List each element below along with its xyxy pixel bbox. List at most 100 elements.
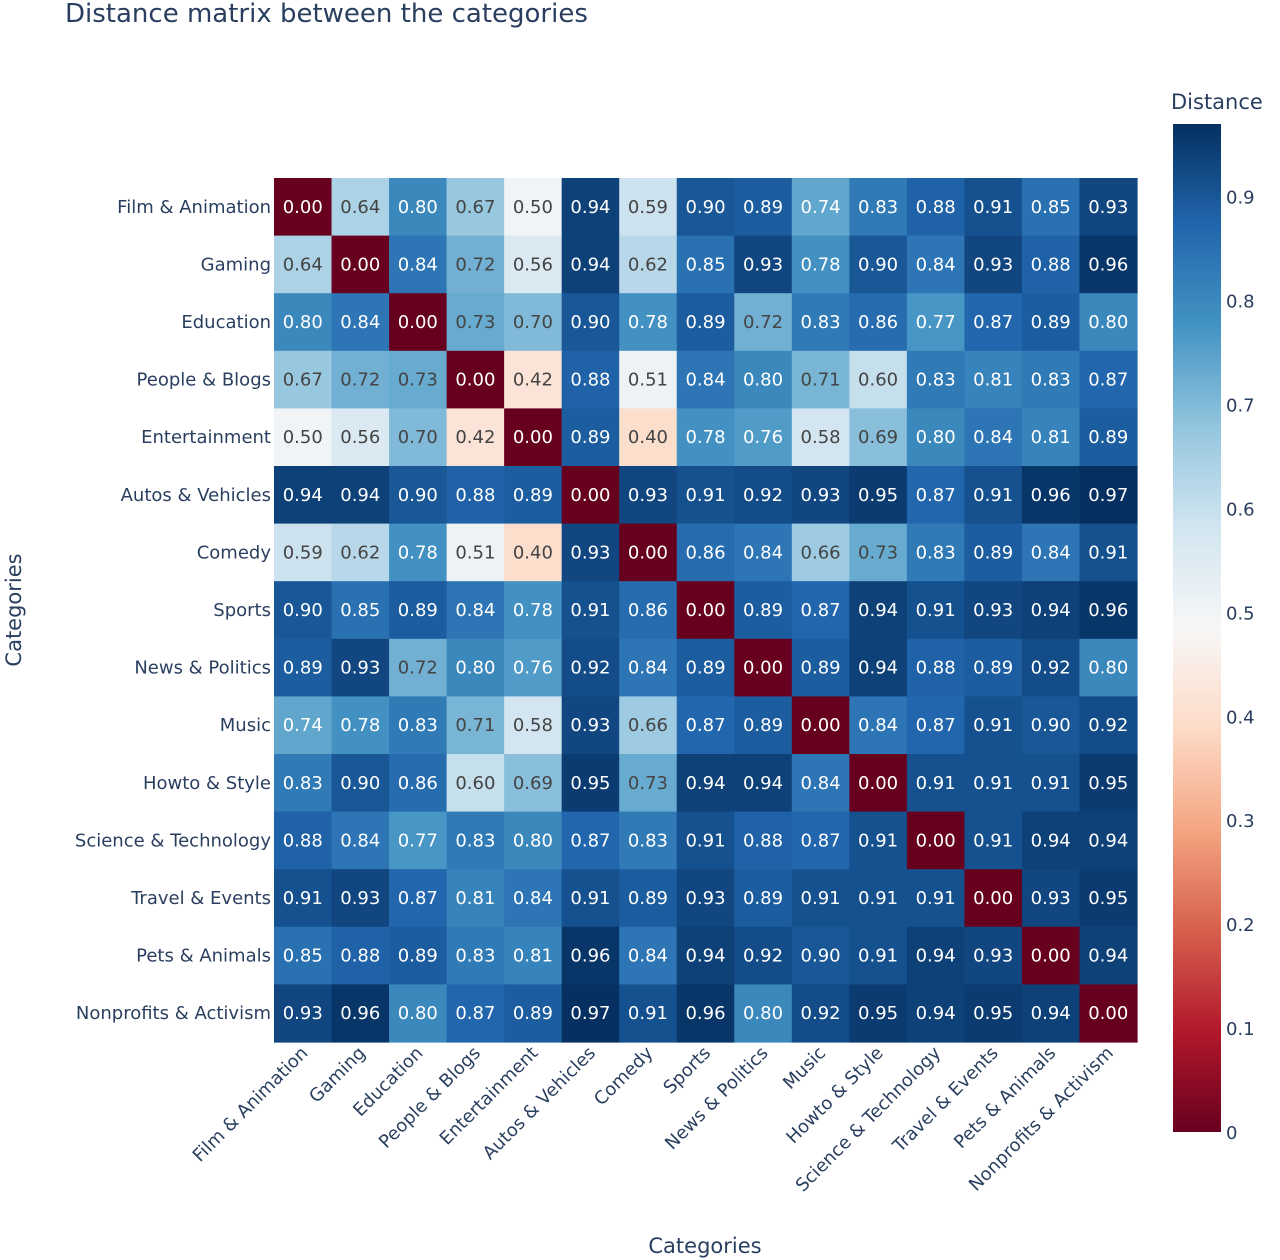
heatmap-cell	[676, 466, 735, 525]
heatmap-cell	[1021, 811, 1081, 870]
cell-value-label: 0.89	[513, 485, 553, 506]
heatmap-cell	[1021, 984, 1081, 1043]
colorbar-tick-label: 0.8	[1226, 292, 1255, 313]
heatmap-cell	[1021, 926, 1081, 985]
heatmap-cell	[619, 581, 678, 640]
cell-value-label: 0.91	[858, 946, 898, 967]
cell-value-label: 0.88	[455, 485, 495, 506]
cell-value-label: 0.81	[513, 946, 553, 967]
heatmap-cell	[906, 811, 965, 870]
cell-value-label: 0.94	[685, 773, 725, 794]
heatmap-cell	[849, 350, 908, 409]
x-tick-label: Film & Animation	[189, 1043, 313, 1167]
heatmap-cell	[734, 293, 793, 352]
heatmap-cell	[1079, 466, 1138, 525]
cell-value-label: 0.87	[801, 830, 841, 851]
heatmap-cell	[906, 926, 965, 985]
heatmap-cell	[446, 638, 505, 697]
heatmap-cell	[619, 754, 678, 813]
heatmap-cell	[1079, 696, 1138, 755]
cell-value-label: 0.87	[1088, 370, 1128, 391]
cell-value-label: 0.90	[801, 946, 841, 967]
cell-value-label: 0.72	[455, 254, 495, 275]
cell-value-label: 0.93	[340, 888, 380, 909]
heatmap-cell	[906, 696, 965, 755]
cell-value-label: 0.91	[570, 888, 610, 909]
cell-value-label: 0.87	[570, 830, 610, 851]
cell-value-label: 0.70	[513, 312, 553, 333]
heatmap-cell	[504, 984, 563, 1043]
cell-value-label: 0.93	[570, 715, 610, 736]
heatmap-cell	[274, 869, 333, 928]
cell-value-label: 0.95	[858, 485, 898, 506]
heatmap-cell	[561, 696, 620, 755]
cell-value-label: 0.95	[1088, 888, 1128, 909]
cell-value-label: 0.94	[858, 600, 898, 621]
cell-value-label: 0.89	[685, 312, 725, 333]
cell-value-label: 0.93	[743, 254, 783, 275]
heatmap-cell	[791, 235, 850, 294]
cell-value-label: 0.96	[685, 1003, 725, 1024]
cell-value-label: 0.00	[513, 427, 553, 448]
cell-value-label: 0.89	[743, 888, 783, 909]
heatmap-cell	[1079, 581, 1138, 640]
y-tick-label: Autos & Vehicles	[121, 485, 271, 506]
heatmap-cell	[619, 408, 678, 467]
heatmap-cell	[1021, 523, 1081, 582]
cell-value-label: 0.69	[513, 773, 553, 794]
heatmap-cell	[964, 466, 1023, 525]
heatmap-cell	[331, 984, 390, 1043]
heatmap-cell	[676, 408, 735, 467]
cell-value-label: 0.51	[628, 370, 668, 391]
cell-value-label: 0.89	[973, 658, 1013, 679]
cell-value-label: 0.89	[685, 658, 725, 679]
heatmap-cell	[1079, 408, 1138, 467]
cell-value-label: 0.71	[455, 715, 495, 736]
y-tick-label: Film & Animation	[117, 197, 271, 218]
heatmap-cell	[274, 926, 333, 985]
heatmap-cell	[619, 984, 678, 1043]
heatmap-cell	[504, 178, 563, 237]
heatmap-cell	[446, 466, 505, 525]
cell-value-label: 0.85	[685, 254, 725, 275]
cell-value-label: 0.90	[340, 773, 380, 794]
cell-value-label: 0.94	[570, 254, 610, 275]
heatmap-cell	[849, 984, 908, 1043]
cell-value-label: 0.96	[1088, 254, 1128, 275]
cell-value-label: 0.94	[1088, 946, 1128, 967]
cell-value-label: 0.72	[398, 658, 438, 679]
heatmap-cell	[791, 293, 850, 352]
heatmap-cell	[676, 178, 735, 237]
cell-value-label: 0.89	[398, 946, 438, 967]
heatmap-cell	[849, 466, 908, 525]
heatmap-cell	[906, 466, 965, 525]
cell-value-label: 0.97	[1088, 485, 1128, 506]
cell-value-label: 0.83	[916, 370, 956, 391]
heatmap-cell	[676, 293, 735, 352]
heatmap-cell	[619, 293, 678, 352]
heatmap-cell	[734, 466, 793, 525]
cell-value-label: 0.93	[1088, 197, 1128, 218]
heatmap-cell	[331, 638, 390, 697]
cell-value-label: 0.95	[570, 773, 610, 794]
heatmap-cell	[676, 638, 735, 697]
heatmap-cell	[1021, 235, 1081, 294]
heatmap-cell	[734, 984, 793, 1043]
y-tick-labels: Film & Animation Gaming Education People & …	[75, 197, 271, 1024]
heatmap-cell	[561, 293, 620, 352]
cell-value-label: 0.00	[570, 485, 610, 506]
heatmap-cell	[849, 178, 908, 237]
cell-value-label: 0.92	[1088, 715, 1128, 736]
cell-value-label: 0.80	[916, 427, 956, 448]
cell-value-label: 0.87	[801, 600, 841, 621]
cell-value-label: 0.95	[1088, 773, 1128, 794]
heatmap-cell	[849, 696, 908, 755]
heatmap-cell	[504, 350, 563, 409]
cell-value-label: 0.84	[973, 427, 1013, 448]
heatmap-cell	[849, 293, 908, 352]
cell-value-label: 0.84	[858, 715, 898, 736]
heatmap-cell	[446, 523, 505, 582]
cell-value-label: 0.81	[1031, 427, 1071, 448]
cell-value-label: 0.51	[455, 542, 495, 563]
heatmap-cell	[561, 869, 620, 928]
